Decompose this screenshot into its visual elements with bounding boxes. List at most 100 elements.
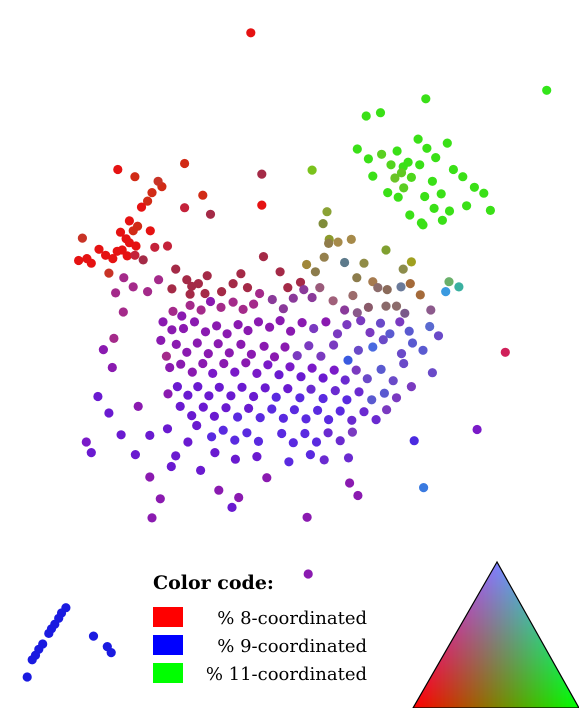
data-point [203, 349, 213, 359]
data-point [304, 341, 314, 351]
data-point [392, 146, 402, 156]
data-point [153, 176, 163, 186]
data-point [104, 268, 114, 278]
data-point [183, 390, 193, 400]
data-point [354, 387, 364, 397]
data-point [165, 362, 175, 373]
data-point [469, 182, 479, 192]
data-point [119, 273, 129, 283]
data-point [255, 288, 265, 299]
data-point [111, 288, 121, 298]
data-point [419, 483, 429, 493]
data-point [429, 203, 439, 213]
data-point [187, 411, 197, 421]
data-point [361, 111, 371, 121]
data-point [359, 258, 369, 268]
data-point [274, 370, 284, 380]
data-point [77, 233, 87, 243]
data-point [217, 287, 227, 297]
data-point [204, 391, 214, 401]
data-point [155, 494, 165, 504]
data-point [448, 164, 458, 175]
data-point [319, 455, 329, 465]
data-point [396, 168, 407, 178]
data-point [219, 358, 229, 369]
data-point [198, 358, 208, 369]
data-point [288, 293, 298, 303]
data-point [420, 191, 430, 202]
data-point [171, 451, 181, 461]
data-point [122, 251, 132, 261]
data-point [27, 655, 37, 665]
data-point [382, 285, 392, 295]
data-point [347, 427, 357, 437]
data-point [388, 376, 398, 386]
data-point [154, 275, 164, 285]
data-point [301, 414, 311, 424]
data-point [406, 257, 416, 267]
data-point [342, 395, 352, 405]
data-point [213, 339, 223, 349]
data-point [396, 282, 406, 292]
data-point [462, 201, 472, 211]
data-point [433, 331, 444, 341]
data-point [214, 485, 224, 495]
data-point [222, 329, 232, 339]
data-point [98, 345, 108, 355]
data-point [107, 362, 117, 373]
data-point [418, 220, 428, 230]
data-point [236, 339, 246, 349]
data-point [318, 373, 328, 383]
legend-title: Color code: [153, 572, 274, 594]
data-point [265, 322, 275, 332]
data-point [187, 281, 197, 291]
data-point [183, 437, 193, 447]
data-point [328, 296, 338, 306]
data-point [143, 196, 153, 206]
data-point [143, 287, 153, 297]
data-point [172, 382, 182, 392]
data-point [198, 402, 208, 412]
data-point [381, 245, 391, 255]
data-point [221, 403, 231, 413]
data-point [472, 424, 482, 435]
data-point [352, 273, 362, 283]
data-point [278, 304, 288, 314]
data-point [242, 428, 252, 438]
data-point [249, 299, 259, 309]
data-point [44, 628, 54, 639]
data-point [362, 374, 372, 384]
data-point [285, 362, 295, 372]
data-point [128, 226, 138, 236]
data-point [168, 306, 178, 316]
data-point [386, 160, 396, 170]
data-point [436, 189, 446, 199]
data-point [400, 308, 410, 318]
data-point [322, 207, 332, 217]
data-point [382, 405, 392, 415]
data-point [442, 138, 452, 148]
data-point [81, 437, 91, 447]
data-point [352, 144, 362, 154]
data-point [318, 393, 328, 404]
data-point [305, 450, 315, 460]
data-point [315, 283, 325, 293]
data-point [269, 352, 280, 362]
data-point [359, 407, 369, 417]
data-point [205, 209, 216, 219]
data-point [230, 435, 240, 445]
data-point [147, 188, 157, 198]
data-point [182, 347, 192, 357]
data-point [329, 340, 339, 350]
data-point [311, 437, 322, 447]
data-point [278, 413, 288, 423]
data-point [391, 301, 402, 311]
data-point [196, 305, 206, 315]
data-point [131, 241, 141, 251]
data-point [243, 325, 253, 336]
data-point [284, 457, 294, 467]
data-point [230, 454, 240, 464]
data-point [393, 192, 403, 202]
data-point [324, 415, 334, 425]
data-point [147, 513, 157, 523]
